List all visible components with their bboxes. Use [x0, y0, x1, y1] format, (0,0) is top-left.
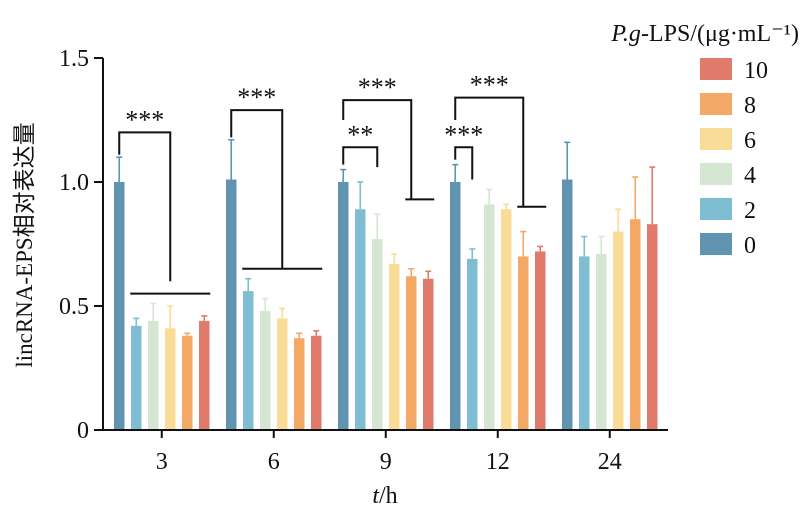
- bar: [182, 335, 193, 430]
- significance-annotations: ****** ***** ******: [118, 71, 547, 295]
- y-ticks: 0 0.5 1.0 1.5: [59, 46, 103, 444]
- significance-label: ***: [470, 71, 509, 100]
- bar: [501, 209, 512, 430]
- bar: [562, 179, 573, 430]
- significance-bracket: [230, 109, 284, 269]
- x-tick-label: 12: [486, 449, 510, 475]
- y-axis-label: lincRNA-EPS相对表达量: [12, 122, 37, 367]
- legend-swatch: [700, 58, 732, 80]
- x-axis-label: t/h: [372, 483, 397, 509]
- legend-title-variable: P.g: [610, 21, 641, 47]
- legend-swatch: [700, 163, 732, 185]
- bar: [355, 209, 366, 430]
- legend-swatch: [700, 233, 732, 255]
- legend-swatch: [700, 198, 732, 220]
- significance-bracket: [454, 96, 525, 207]
- bar: [372, 239, 383, 430]
- bar: [260, 310, 271, 430]
- legend-title-unit: -LPS/(μg·mL⁻¹): [641, 21, 799, 47]
- x-ticks: 3 6 9 12 24: [156, 430, 622, 475]
- bar: [199, 320, 210, 430]
- legend: 10 8 6 4 2 0: [700, 58, 768, 259]
- significance-label: ***: [358, 73, 397, 102]
- significance-bracket: [454, 146, 474, 180]
- legend-label: 2: [744, 198, 756, 224]
- bar: [579, 256, 590, 430]
- bar: [389, 263, 400, 430]
- legend-label: 4: [744, 163, 756, 189]
- legend-title: P.g-LPS/(μg·mL⁻¹): [610, 21, 799, 47]
- x-axis-label-variable: t: [372, 483, 380, 509]
- bar: [630, 219, 641, 430]
- y-tick-label: 0: [77, 418, 89, 444]
- legend-swatch: [700, 128, 732, 150]
- bar: [114, 182, 125, 430]
- y-tick-label: 1.5: [59, 46, 89, 72]
- bar: [338, 182, 349, 430]
- bar: [243, 291, 254, 430]
- x-axis-label-unit: /h: [379, 483, 398, 509]
- legend-label: 8: [744, 93, 756, 119]
- significance-bracket: [342, 99, 413, 200]
- bar: [277, 318, 288, 430]
- bar: [613, 231, 624, 430]
- significance-label: ***: [125, 105, 164, 134]
- x-tick-label: 6: [268, 449, 280, 475]
- bar: [226, 179, 237, 430]
- bar: [311, 335, 322, 430]
- bar: [148, 320, 159, 430]
- significance-label: **: [347, 120, 373, 149]
- bar: [450, 182, 461, 430]
- bar: [294, 338, 305, 430]
- bar: [647, 224, 658, 430]
- y-tick-label: 1.0: [59, 170, 89, 196]
- y-tick-label: 0.5: [59, 294, 89, 320]
- significance-bracket: [118, 131, 172, 282]
- x-tick-label: 3: [156, 449, 168, 475]
- legend-label: 6: [744, 128, 756, 154]
- legend-label: 0: [744, 233, 756, 259]
- bar: [406, 276, 417, 430]
- legend-label: 10: [744, 58, 768, 84]
- significance-label: ***: [237, 83, 276, 112]
- bar: [484, 204, 495, 430]
- x-tick-label: 24: [598, 449, 622, 475]
- chart-marks: [114, 139, 658, 430]
- bar: [596, 253, 607, 430]
- x-tick-label: 9: [380, 449, 392, 475]
- bar: [535, 251, 546, 430]
- significance-label: ***: [444, 120, 483, 149]
- bar: [518, 256, 529, 430]
- bar: [131, 325, 142, 430]
- bar: [467, 258, 478, 430]
- bar: [165, 328, 176, 430]
- legend-swatch: [700, 93, 732, 115]
- significance-bracket: [342, 146, 379, 168]
- bar: [423, 278, 434, 430]
